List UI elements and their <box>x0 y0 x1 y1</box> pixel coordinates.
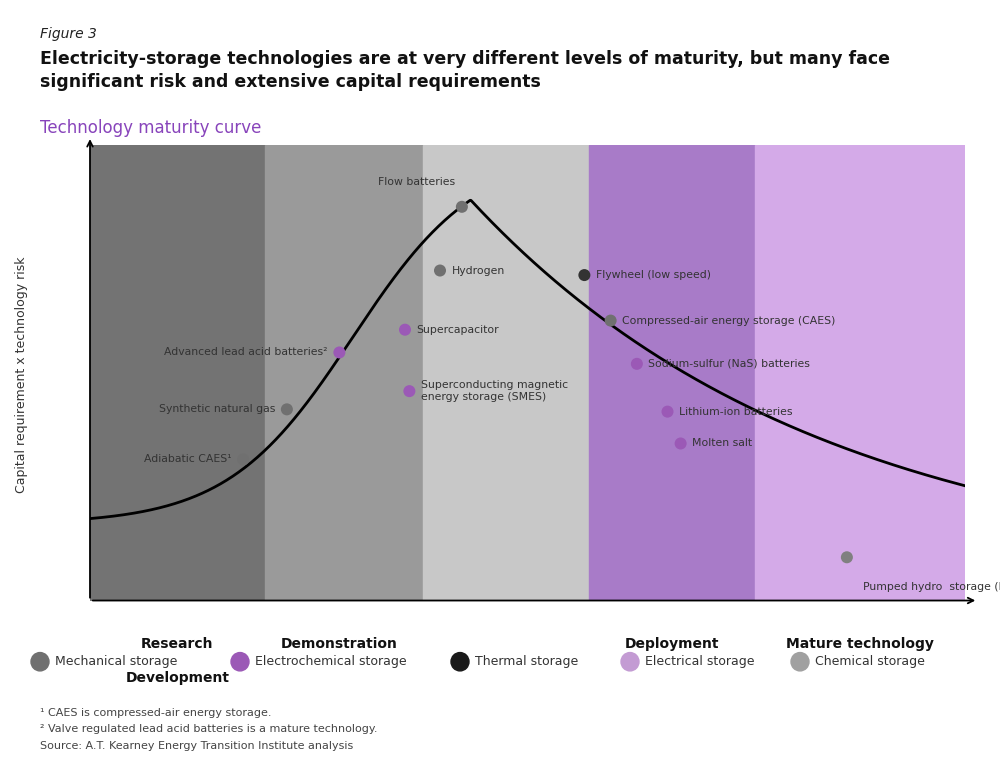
Text: Development: Development <box>126 671 230 685</box>
Text: Electrochemical storage: Electrochemical storage <box>255 656 407 668</box>
Point <box>660 405 676 418</box>
Bar <box>90 145 265 601</box>
Text: Synthetic natural gas: Synthetic natural gas <box>159 405 276 415</box>
Text: Deployment: Deployment <box>625 637 719 651</box>
Point <box>673 438 689 450</box>
Point <box>839 551 855 563</box>
Bar <box>589 145 755 601</box>
Text: Mature technology: Mature technology <box>786 637 934 651</box>
Text: Adiabatic CAES¹: Adiabatic CAES¹ <box>144 454 232 464</box>
Text: Capital requirement x technology risk: Capital requirement x technology risk <box>15 256 29 493</box>
Text: Lithium-ion batteries: Lithium-ion batteries <box>679 407 792 417</box>
Text: ² Valve regulated lead acid batteries is a mature technology.: ² Valve regulated lead acid batteries is… <box>40 724 378 734</box>
Text: Advanced lead acid batteries²: Advanced lead acid batteries² <box>164 347 328 357</box>
Text: Mechanical storage: Mechanical storage <box>55 656 177 668</box>
Text: Supercapacitor: Supercapacitor <box>416 324 499 335</box>
Bar <box>265 145 422 601</box>
Point <box>279 403 295 415</box>
Text: Flow batteries: Flow batteries <box>378 177 455 187</box>
Point <box>454 200 470 213</box>
Text: Compressed-air energy storage (CAES): Compressed-air energy storage (CAES) <box>622 316 835 326</box>
Point <box>432 265 448 277</box>
Point <box>603 314 619 327</box>
Point <box>235 454 251 466</box>
Text: Source: A.T. Kearney Energy Transition Institute analysis: Source: A.T. Kearney Energy Transition I… <box>40 741 353 751</box>
Text: Thermal storage: Thermal storage <box>475 656 578 668</box>
Bar <box>422 145 589 601</box>
Point <box>331 347 347 359</box>
Text: Figure 3: Figure 3 <box>40 27 97 41</box>
Text: Superconducting magnetic
energy storage (SMES): Superconducting magnetic energy storage … <box>421 380 568 402</box>
Text: Electricity-storage technologies are at very different levels of maturity, but m: Electricity-storage technologies are at … <box>40 50 890 90</box>
Point <box>629 358 645 370</box>
Text: ¹ CAES is compressed-air energy storage.: ¹ CAES is compressed-air energy storage. <box>40 708 272 718</box>
Text: Sodium-sulfur (NaS) batteries: Sodium-sulfur (NaS) batteries <box>648 359 810 369</box>
Text: Pumped hydro  storage (PHS): Pumped hydro storage (PHS) <box>863 582 1000 592</box>
Text: Chemical storage: Chemical storage <box>815 656 925 668</box>
Bar <box>755 145 965 601</box>
Point <box>576 269 592 282</box>
Point <box>401 385 417 397</box>
Text: Hydrogen: Hydrogen <box>451 265 505 275</box>
Text: Flywheel (low speed): Flywheel (low speed) <box>596 270 711 280</box>
Text: Demonstration: Demonstration <box>281 637 398 651</box>
Text: Research: Research <box>141 637 214 651</box>
Text: Technology maturity curve: Technology maturity curve <box>40 119 261 137</box>
Point <box>397 324 413 336</box>
Text: Molten salt: Molten salt <box>692 438 752 448</box>
Text: Electrical storage: Electrical storage <box>645 656 755 668</box>
